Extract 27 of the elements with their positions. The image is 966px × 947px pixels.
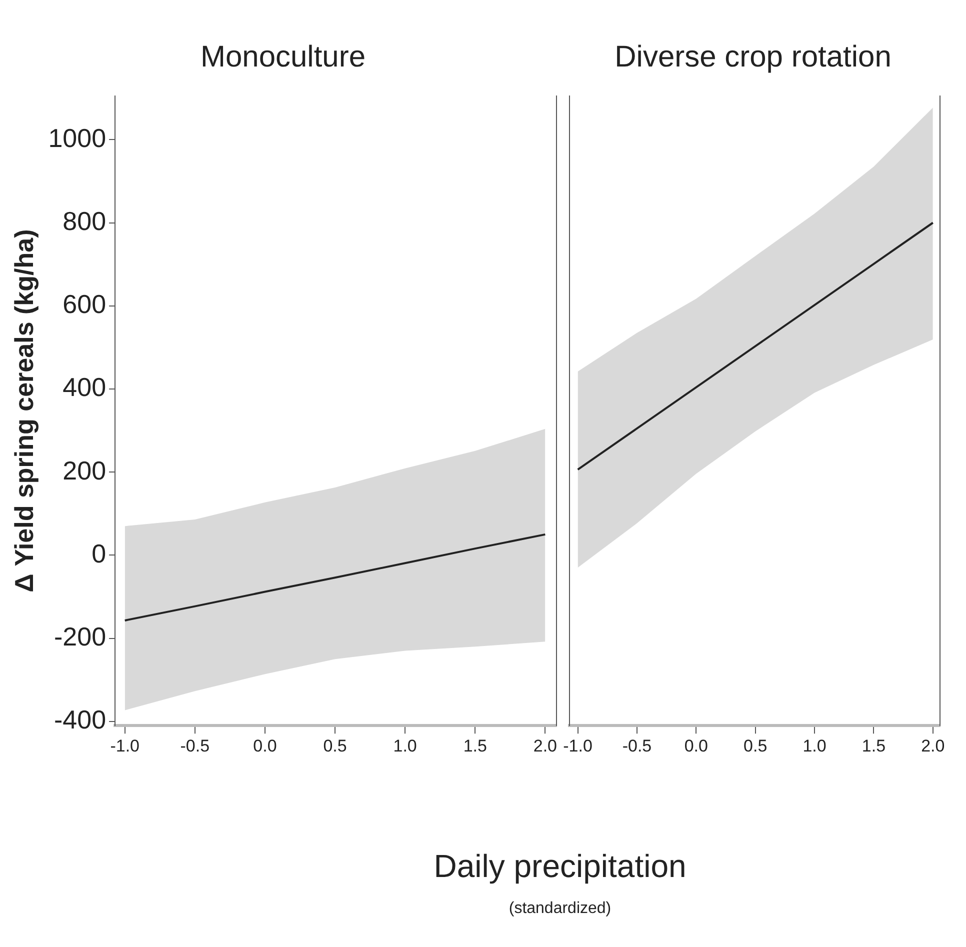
x-axis-title: Daily precipitation (432, 848, 688, 885)
y-tick-label: -200 (54, 622, 106, 652)
x-tick-label: 0.0 (253, 736, 277, 756)
x-tick-label: 0.5 (323, 736, 347, 756)
x-tick-label: 1.5 (862, 736, 886, 756)
x-tick-label: 2.0 (921, 736, 945, 756)
y-tick-label: 0 (92, 538, 106, 568)
y-tick-label: -400 (54, 704, 106, 735)
y-tick-label: 600 (62, 289, 106, 320)
y-tick-label: 1000 (48, 122, 106, 153)
chart-title: Monoculture (200, 40, 366, 74)
x-tick-label: 0.0 (684, 736, 708, 756)
x-tick-label: 0.5 (744, 736, 768, 756)
x-tick-label: -1.0 (110, 736, 140, 756)
x-tick-label: 1.0 (393, 736, 417, 756)
chart-title: Diverse crop rotation (614, 40, 892, 74)
x-tick-label: 1.0 (802, 736, 826, 756)
x-tick-label: 2.0 (533, 736, 558, 756)
x-tick-label: 1.5 (463, 736, 487, 756)
y-axis-title: Δ Yield spring cereals (kg/ha) (8, 229, 39, 592)
y-tick-label: 400 (62, 372, 106, 402)
y-tick-label: 200 (62, 455, 106, 486)
y-tick-label: 800 (62, 206, 106, 236)
text: (standardized) (508, 900, 612, 918)
x-tick-label: -1.0 (563, 736, 592, 756)
x-tick-label: -0.5 (180, 736, 210, 756)
x-tick-label: -0.5 (622, 736, 652, 756)
